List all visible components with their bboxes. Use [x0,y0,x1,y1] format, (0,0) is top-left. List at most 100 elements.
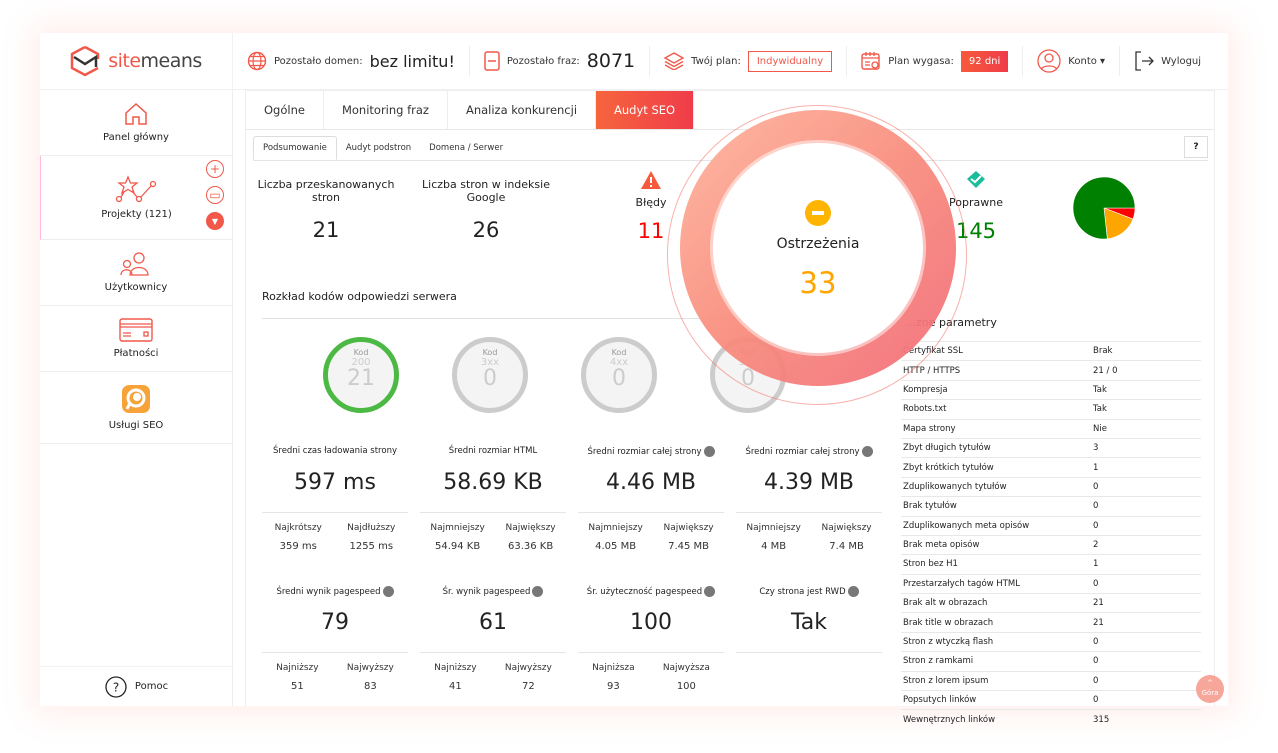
param-value: 1 [1093,462,1099,473]
param-name: Robots.txt [903,404,947,415]
subtab-summary[interactable]: Podsumowanie [253,136,337,160]
scroll-top-label: Góra [1201,689,1219,697]
document-icon [484,51,500,71]
param-row: Wewnętrznych linków 315 [901,709,1201,728]
metric-value: 4.46 MB [605,470,697,495]
tab-phrase-monitoring[interactable]: Monitoring fraz [324,91,448,129]
desktop-icon [703,446,715,457]
code-ring: Kod 200 21 [323,337,399,413]
metric-card: Śr. użyteczność pagespeed 100 Najniższa 93 N… [578,586,724,692]
divider [262,318,882,319]
subtab-domain-server[interactable]: Domena / Serwer [429,143,504,153]
tab-competition-analysis[interactable]: Analiza konkurencji [448,91,597,129]
logo-text-prefix: site [108,50,141,72]
metric-card: Śr. wynik pagespeed 61 Najniższy 41 Najwyższ… [420,586,566,692]
scroll-top-button[interactable]: ^ Góra [1196,675,1224,703]
param-row: Zbyt krótkich tytułów 1 [901,457,1201,476]
code-group: 3xx [480,357,500,368]
metric-card: Średni czas ładowania strony 597 ms Najkró… [262,446,408,552]
plan-expiry: Plan wygasa: 92 dni [847,46,1024,76]
errors-stat[interactable]: Błędy 11 [611,170,691,243]
min-label: Najmniejszy [588,523,643,533]
code-group: 4xx [609,357,629,368]
errors-label: Błędy [635,196,667,209]
param-name: Kompresja [903,384,948,395]
param-value: 0 [1093,637,1099,648]
param-value: 21 / 0 [1093,365,1118,376]
tab-general[interactable]: Ogólne [246,91,324,129]
chevron-down-icon[interactable]: ▼ [206,212,224,230]
min-label: Najniższy [434,663,477,673]
minus-circle-icon [805,200,831,226]
param-value: 0 [1093,695,1099,706]
globe-icon [247,51,267,71]
metric-value: 79 [321,610,349,635]
warnings-stat[interactable]: Ostrzeżenia 33 [713,143,923,353]
sidebar-item-projects[interactable]: Projekty (121) + ▭ ▼ [40,156,232,240]
results-pie-chart [1072,176,1136,240]
max-label: Największy [505,523,556,533]
param-row: Stron z ramkami 0 [901,651,1201,670]
param-name: Mapa strony [903,423,956,434]
code-count: 21 [347,366,375,391]
metric-value: 597 ms [294,470,376,495]
domains-value: bez limitu! [369,51,455,71]
param-value: 0 [1093,481,1099,492]
sidebar-item-label: Panel główny [103,132,169,143]
param-row: Stron z wtyczką flash 0 [901,631,1201,651]
domains-remaining: Pozostało domen: bez limitu! [233,46,470,76]
param-row: Mapa strony Nie [901,418,1201,438]
help-label: Pomoc [134,681,169,692]
user-icon [1037,49,1061,73]
sidebar-item-dashboard[interactable]: Panel główny [40,90,232,156]
sidebar: Panel główny Projekty (121) + ▭ ▼ Użytko… [40,90,233,706]
max-value: 100 [676,681,696,692]
subtab-page-audit[interactable]: Audyt podstron [345,143,412,153]
param-row: HTTP / HTTPS 21 / 0 [901,360,1201,379]
max-value: 7.45 MB [668,541,710,552]
expires-badge: 92 dni [960,50,1009,72]
param-value: 0 [1093,520,1099,531]
metric-card: Czy strona jest RWD Tak [736,586,882,663]
sidebar-item-users[interactable]: Użytkownicy [40,240,232,306]
sidebar-item-label: Projekty (121) [101,209,172,220]
sidebar-item-seo-services[interactable]: Usługi SEO [40,372,232,444]
min-value: 93 [607,681,620,692]
param-row: Kompresja Tak [901,379,1201,399]
param-row: Brak tytułów 0 [901,496,1201,515]
param-value: Nie [1093,423,1107,434]
project-tools: + ▭ ▼ [206,160,224,230]
home-icon [125,102,147,125]
plan-badge[interactable]: Indywidualny [747,50,833,72]
account-menu[interactable]: Konto ▾ [1023,46,1121,76]
logout-button[interactable]: Wyloguj [1120,46,1215,76]
plan-info: Twój plan: Indywidualny [650,46,848,76]
add-project-icon[interactable]: + [206,160,224,178]
param-value: Tak [1093,404,1107,415]
metric-title: Średni rozmiar całej strony [587,447,702,457]
param-name: Brak tytułów [903,501,957,512]
param-name: Zbyt długich tytułów [903,443,991,454]
param-name: Stron z ramkami [903,656,974,667]
expires-label: Plan wygasa: [888,55,954,67]
max-value: 83 [363,681,377,692]
code-ring: Kod 3xx 0 [452,337,528,413]
metric-value: 100 [630,610,672,635]
folder-icon[interactable]: ▭ [206,186,224,204]
metric-value: 61 [479,610,507,635]
phrases-value: 8071 [586,50,636,72]
sidebar-item-payments[interactable]: Płatności [40,306,232,372]
max-value: 7.4 MB [829,541,864,552]
metric-title: Średni rozmiar HTML [448,446,538,456]
tab-seo-audit[interactable]: Audyt SEO [596,91,695,129]
param-name: Przestarzałych tagów HTML [903,578,1020,589]
param-value: Brak [1093,346,1113,357]
help-button[interactable]: ? Pomoc [40,666,233,706]
min-label: Najkrótszy [274,523,322,533]
correct-label: Poprawne [949,196,1003,209]
param-row: Robots.txt Tak [901,399,1201,418]
param-row: Przestarzałych tagów HTML 0 [901,573,1201,593]
logo[interactable]: sitemeans [40,32,233,90]
code-label: Kod [482,348,498,357]
help-question-button[interactable]: ? [1184,136,1208,158]
